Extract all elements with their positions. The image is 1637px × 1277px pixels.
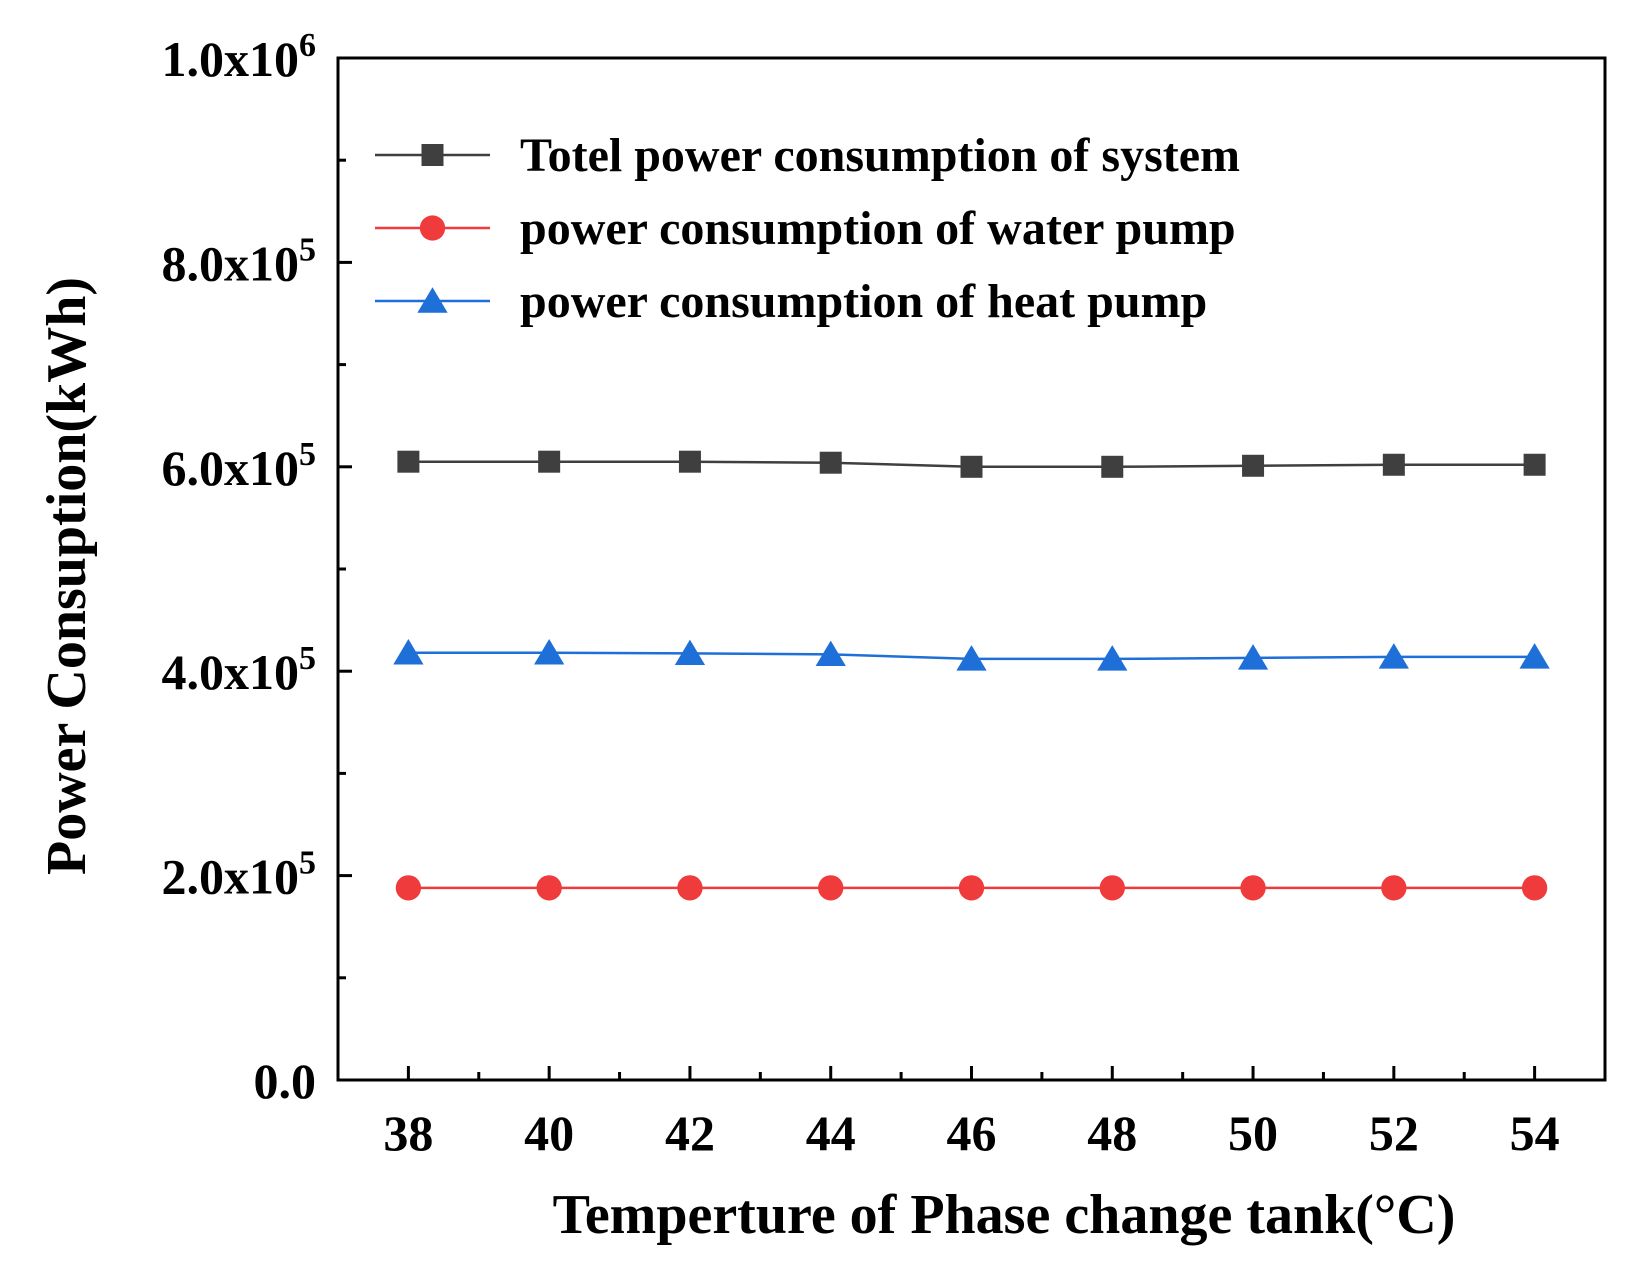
circle-marker xyxy=(818,875,844,901)
y-tick-label: 2.0x105 xyxy=(162,845,317,905)
y-tick-label: 8.0x105 xyxy=(162,231,317,291)
triangle-marker xyxy=(1237,644,1269,670)
x-tick-label: 54 xyxy=(1510,1105,1560,1161)
circle-marker xyxy=(395,875,422,901)
y-tick-label: 6.0x105 xyxy=(162,436,317,496)
x-tick-label: 48 xyxy=(1087,1105,1137,1161)
square-marker xyxy=(421,144,444,166)
plot-series xyxy=(393,450,1550,901)
triangle-marker xyxy=(1378,643,1409,669)
square-marker xyxy=(1382,453,1405,476)
y-tick-label: 0.0 xyxy=(254,1053,317,1109)
x-tick-label: 46 xyxy=(947,1105,997,1161)
square-marker xyxy=(538,450,561,473)
triangle-marker xyxy=(417,287,448,313)
x-tick-label: 42 xyxy=(665,1105,715,1161)
circle-marker xyxy=(1099,875,1125,901)
y-tick-label: 1.0x106 xyxy=(162,27,317,87)
triangle-marker xyxy=(674,639,706,666)
square-marker xyxy=(1523,453,1546,476)
triangle-marker xyxy=(815,640,846,667)
legend-label: Totel power consumption of system xyxy=(520,129,1240,182)
circle-marker xyxy=(958,875,985,901)
square-marker xyxy=(1242,454,1265,477)
legend-label: power consumption of water pump xyxy=(520,202,1236,255)
y-tick-label: 4.0x105 xyxy=(162,640,317,700)
x-tick-label: 52 xyxy=(1369,1105,1419,1161)
triangle-marker xyxy=(1097,645,1128,671)
circle-marker xyxy=(1521,875,1548,901)
axes: 0.0 2.0x105 4.0x105 6.0x105 8.0x105 1.0x106 38… xyxy=(162,27,1607,1161)
y-axis-title: Power Consuption(kWh) xyxy=(36,277,98,875)
square-marker xyxy=(678,450,701,473)
legend: Totel power consumption of system power c… xyxy=(375,129,1240,328)
x-tick-label: 40 xyxy=(524,1105,574,1161)
square-marker xyxy=(960,455,983,478)
triangle-marker xyxy=(956,645,987,671)
triangle-marker xyxy=(534,639,565,665)
circle-marker xyxy=(536,875,562,901)
circle-marker xyxy=(419,215,446,241)
square-marker xyxy=(1101,455,1124,478)
square-marker xyxy=(819,451,842,474)
x-tick-label: 44 xyxy=(806,1105,856,1161)
x-tick-label: 50 xyxy=(1228,1105,1278,1161)
x-tick-label: 38 xyxy=(383,1105,433,1161)
square-marker xyxy=(397,450,420,473)
x-axis-title: Temperture of Phase change tank(°C) xyxy=(553,1184,1456,1246)
circle-marker xyxy=(677,875,703,901)
triangle-marker xyxy=(393,639,424,665)
triangle-marker xyxy=(1519,643,1550,669)
circle-marker xyxy=(1381,875,1407,901)
circle-marker xyxy=(1240,875,1266,901)
legend-label: power consumption of heat pump xyxy=(520,275,1207,328)
